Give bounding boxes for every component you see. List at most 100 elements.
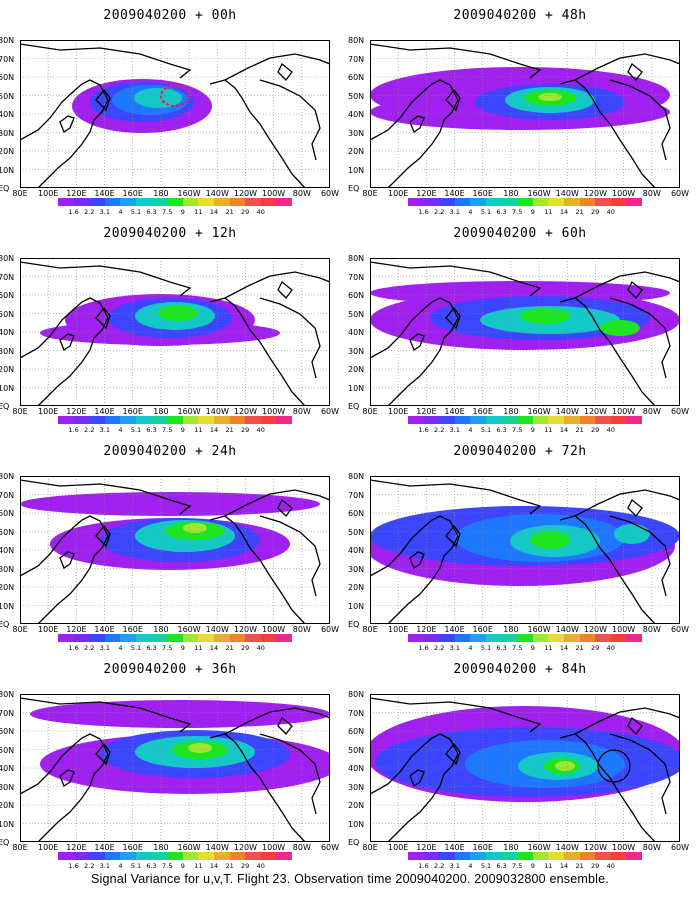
colorbar-tick-label: 6.3 xyxy=(146,862,157,870)
longitude-tick-label: 100E xyxy=(388,625,409,634)
map-frame xyxy=(20,476,330,624)
variance-contour xyxy=(600,320,640,336)
longitude-tick-label: 160E xyxy=(472,189,493,198)
longitude-tick-label: 80W xyxy=(642,189,661,198)
latitude-tick-label: EQ xyxy=(0,402,10,411)
colorbar-swatch xyxy=(89,852,105,860)
longitude-tick-label: 120W xyxy=(233,625,258,634)
variance-contour xyxy=(530,531,570,549)
longitude-tick-label: 60W xyxy=(670,189,690,198)
coastline xyxy=(627,280,643,299)
colorbar-tick-label: 29 xyxy=(241,208,250,216)
colorbar-swatch xyxy=(517,634,533,642)
colorbar-swatch xyxy=(470,416,486,424)
colorbar-tick-label: 40 xyxy=(256,208,265,216)
colorbar-swatch xyxy=(408,852,424,860)
longitude-tick-label: 120W xyxy=(233,407,258,416)
latitude-tick-label: 60N xyxy=(348,291,365,300)
colorbar-tick-label: 2.2 xyxy=(434,208,445,216)
longitude-tick-label: 140E xyxy=(94,843,115,852)
colorbar-swatch xyxy=(501,198,518,206)
latitude-tick-label: 80N xyxy=(348,36,365,45)
latitude-tick-label: 70N xyxy=(0,272,15,282)
colorbar-tick-label: 29 xyxy=(241,862,250,870)
colorbar-tick-label: 2.2 xyxy=(434,426,445,434)
colorbar-swatch xyxy=(626,634,642,642)
colorbar-tick-label: 2.2 xyxy=(84,426,95,434)
colorbar-swatch xyxy=(182,852,199,860)
colorbar-swatch xyxy=(213,198,230,206)
colorbar-tick-label: 1.6 xyxy=(68,862,79,870)
coastline xyxy=(209,515,306,624)
colorbar-tick-label: 14 xyxy=(559,208,569,216)
latitude-tick-label: 50N xyxy=(0,745,15,755)
map-border xyxy=(20,476,330,624)
longitude-tick-label: 140E xyxy=(444,189,465,198)
map-frame xyxy=(20,694,330,842)
colorbar-tick-label: 29 xyxy=(591,644,600,652)
coastline xyxy=(627,62,643,81)
colorbar-swatch xyxy=(626,852,642,860)
longitude-tick-label: 140W xyxy=(555,843,579,852)
latitude-tick-label: 30N xyxy=(0,782,15,792)
colorbar-tick-label: 6.3 xyxy=(496,426,507,434)
coastline xyxy=(370,479,542,515)
latitude-tick-label: 70N xyxy=(348,708,365,718)
coastline xyxy=(20,697,192,733)
latitude-tick-label: 50N xyxy=(348,309,365,319)
colorbar-swatch xyxy=(470,634,486,642)
longitude-tick-label: 100W xyxy=(262,625,286,634)
longitude-tick-label: 140W xyxy=(205,843,229,852)
highlight-circle xyxy=(597,749,631,783)
colorbar xyxy=(408,634,642,642)
longitude-tick-label: 140W xyxy=(205,625,229,634)
colorbar-swatch xyxy=(423,198,440,206)
colorbar-swatch xyxy=(182,416,199,424)
colorbar-tick-label: 2.2 xyxy=(84,208,95,216)
colorbar-tick-label: 4 xyxy=(468,208,473,216)
latitude-tick-label: 70N xyxy=(348,272,365,282)
latitude-tick-label: 20N xyxy=(0,147,15,156)
latitude-tick-label: 80N xyxy=(348,472,365,481)
coastline xyxy=(445,742,461,766)
coastline xyxy=(59,551,75,569)
colorbar-swatch xyxy=(563,634,580,642)
colorbar-swatch xyxy=(579,634,596,642)
coastline xyxy=(20,297,109,406)
colorbar-tick-label: 29 xyxy=(591,862,600,870)
coastline xyxy=(224,707,330,735)
longitude-tick-label: 120E xyxy=(66,843,87,852)
colorbar-tick-label: 21 xyxy=(575,426,584,434)
colorbar-swatch xyxy=(151,852,168,860)
latitude-tick-label: 70N xyxy=(0,708,15,718)
colorbar-swatch xyxy=(548,852,564,860)
variance-contour xyxy=(555,761,575,771)
colorbar-swatch xyxy=(610,852,627,860)
latitude-tick-label: 60N xyxy=(0,291,15,300)
coastline xyxy=(559,297,656,406)
latitude-tick-label: 70N xyxy=(0,54,15,64)
coastline xyxy=(95,88,111,112)
longitude-tick-label: 60W xyxy=(320,189,340,198)
colorbar-swatch xyxy=(532,198,549,206)
colorbar-tick-label: 14 xyxy=(559,862,569,870)
latitude-tick-label: 80N xyxy=(0,36,15,45)
latitude-tick-label: 30N xyxy=(348,346,365,356)
observation-region-outline xyxy=(160,85,190,107)
longitude-tick-label: 160E xyxy=(122,407,143,416)
map-panel-12h: 2009040200 + 12h 80N 70N 60N 50N 40N 30N 20N 10… xyxy=(0,218,340,434)
colorbar-tick-label: 40 xyxy=(606,208,615,216)
colorbar-swatch xyxy=(58,198,74,206)
colorbar-swatch xyxy=(548,634,564,642)
colorbar-tick-label: 1.6 xyxy=(418,644,429,652)
colorbar-swatch xyxy=(213,852,230,860)
colorbar-swatch xyxy=(276,634,292,642)
colorbar-swatch xyxy=(439,198,455,206)
coastline xyxy=(370,697,542,733)
panel-title: 2009040200 + 84h xyxy=(453,662,587,677)
colorbar-swatch xyxy=(198,416,214,424)
longitude-tick-label: 80W xyxy=(642,407,661,416)
colorbar-swatch xyxy=(260,416,277,424)
coastline xyxy=(224,489,330,517)
colorbar-swatch xyxy=(408,416,424,424)
